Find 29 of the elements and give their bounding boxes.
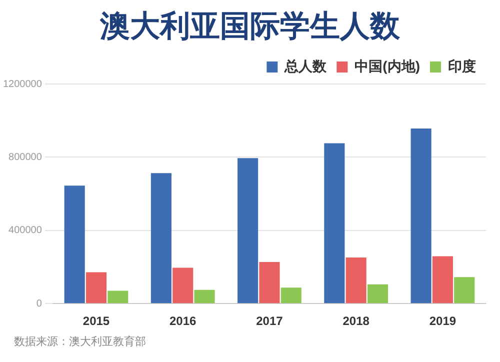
y-tick-label: 800000 <box>8 152 42 163</box>
x-tick-label: 2015 <box>82 314 110 328</box>
bar <box>238 158 258 304</box>
legend-label: 总人数 <box>284 58 328 74</box>
x-tick-label: 2017 <box>256 314 284 328</box>
y-tick-label: 1200000 <box>2 78 42 90</box>
bar <box>259 262 280 304</box>
bar <box>367 284 388 304</box>
legend-label: 中国(内地) <box>354 58 420 74</box>
source-note: 数据来源：澳大利亚教育部 <box>14 334 146 349</box>
bar <box>86 272 107 304</box>
y-tick-label: 0 <box>36 298 42 310</box>
bar <box>64 186 85 304</box>
y-tick-label: 400000 <box>8 225 42 236</box>
x-tick-label: 2016 <box>170 314 197 328</box>
bar <box>150 173 172 304</box>
bar <box>410 128 432 304</box>
chart-title: 澳大利亚国际学生人数 <box>98 8 401 46</box>
bar <box>108 290 128 304</box>
legend-label: 印度 <box>448 58 476 74</box>
bar <box>324 143 345 304</box>
bar <box>432 256 453 304</box>
x-tick-label: 2019 <box>429 314 456 328</box>
bar <box>346 257 366 304</box>
bar <box>454 277 475 304</box>
bar <box>194 290 215 304</box>
x-tick-label: 2018 <box>342 314 370 328</box>
bar <box>280 288 302 304</box>
bar <box>172 268 194 304</box>
